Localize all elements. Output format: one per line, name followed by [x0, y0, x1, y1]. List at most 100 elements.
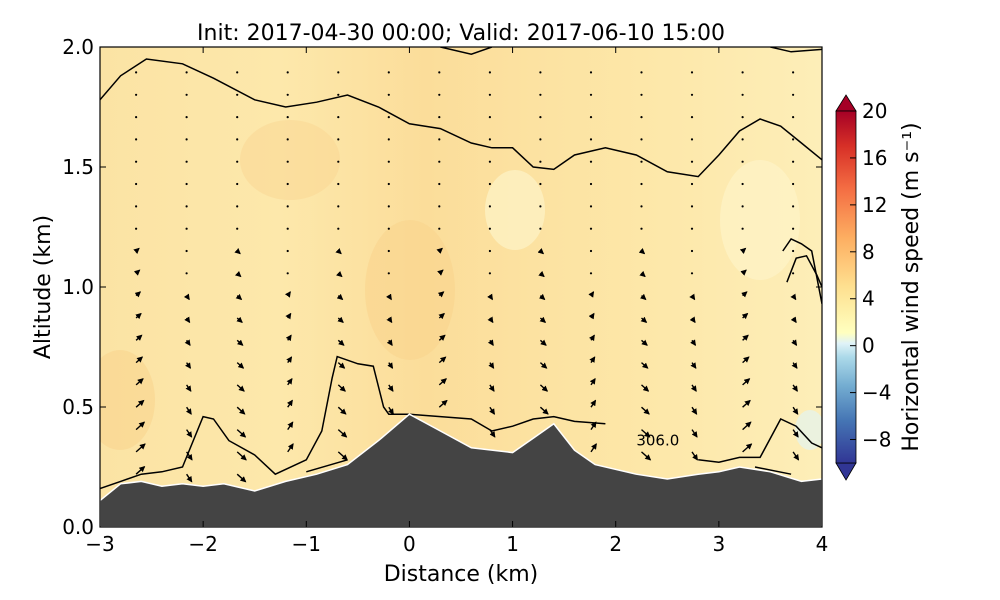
wind-vector	[336, 293, 344, 301]
wind-speed-maximum-region	[100, 350, 155, 450]
wind-vector	[640, 116, 643, 119]
wind-vector	[690, 384, 697, 392]
wind-vector	[387, 362, 394, 369]
wind-vector	[438, 356, 447, 364]
wind-vector	[337, 71, 340, 74]
wind-vector	[741, 291, 748, 298]
wind-vector	[741, 160, 744, 163]
wind-vector	[438, 160, 441, 163]
colorbar-tick-label: 8	[862, 240, 875, 264]
wind-vector	[488, 272, 491, 275]
x-tick-label: 1	[506, 532, 519, 556]
wind-vector	[387, 71, 390, 74]
colorbar-extend-min	[835, 462, 857, 481]
wind-vector	[488, 116, 491, 119]
wind-vector	[337, 160, 340, 163]
wind-vector	[135, 205, 138, 208]
wind-vector	[337, 339, 345, 346]
wind-vector	[286, 227, 289, 230]
wind-vector	[135, 443, 146, 453]
wind-speed-maximum-region	[240, 120, 340, 200]
x-tick-label: 3	[712, 532, 725, 556]
y-tick-label: 1.5	[62, 155, 94, 179]
wind-vector	[386, 339, 393, 347]
x-tick-label: 2	[609, 532, 622, 556]
wind-vector	[437, 269, 444, 276]
wind-vector	[742, 421, 752, 431]
wind-vector	[589, 272, 593, 275]
wind-speed-minimum-region	[720, 160, 800, 280]
wind-vector	[589, 227, 593, 230]
wind-vector	[690, 116, 694, 119]
wind-vector	[741, 205, 744, 208]
y-tick-label: 1.0	[62, 275, 94, 299]
wind-vector	[135, 160, 138, 163]
wind-vector	[337, 362, 346, 369]
wind-vector	[640, 160, 643, 163]
wind-vector	[387, 272, 390, 275]
wind-vector	[184, 339, 191, 347]
isentrope-line	[100, 355, 606, 490]
wind-vector	[792, 138, 795, 141]
wind-vector	[337, 384, 346, 392]
wind-vector	[186, 429, 193, 438]
wind-vector	[589, 71, 593, 74]
wind-vector	[489, 406, 495, 415]
x-tick-label: 4	[816, 532, 829, 556]
wind-vector	[133, 269, 141, 276]
wind-vector	[185, 384, 192, 392]
wind-vector	[741, 138, 744, 141]
wind-vector	[690, 93, 694, 96]
wind-vector	[589, 205, 593, 208]
wind-vector	[641, 406, 650, 415]
wind-vector	[185, 93, 188, 96]
wind-vector	[488, 249, 491, 253]
wind-vector	[589, 334, 595, 342]
wind-vector	[843, 71, 845, 73]
wind-vector	[387, 160, 390, 163]
plot-area: 306.0	[100, 47, 845, 527]
wind-vector	[537, 248, 545, 255]
wind-vector	[589, 93, 593, 96]
wind-vector	[640, 182, 643, 186]
wind-vector	[286, 138, 289, 141]
wind-vector	[387, 227, 390, 230]
wind-vector	[135, 334, 143, 341]
wind-vectors	[133, 71, 845, 483]
x-tick-label: −2	[188, 532, 217, 556]
wind-vector	[487, 316, 494, 324]
wind-vector	[234, 248, 241, 255]
wind-vector	[287, 421, 294, 430]
wind-vector	[690, 160, 694, 163]
wind-vector	[235, 293, 243, 301]
wind-vector	[236, 138, 239, 141]
wind-vector	[386, 293, 392, 301]
wind-vector	[438, 116, 441, 119]
wind-vector	[236, 362, 245, 369]
wind-vector	[690, 227, 694, 230]
wind-vector	[640, 93, 643, 96]
wind-vector	[286, 160, 289, 163]
wind-vector	[236, 316, 243, 323]
wind-vector	[236, 227, 239, 230]
x-axis-label: Distance (km)	[384, 562, 539, 587]
wind-vector	[539, 316, 547, 323]
wind-vector	[539, 227, 542, 230]
wind-vector	[792, 451, 800, 461]
wind-vector	[133, 247, 140, 254]
wind-vector	[488, 205, 491, 208]
wind-vector	[134, 291, 142, 298]
wind-vector	[337, 205, 340, 208]
wind-vector	[742, 443, 753, 453]
wind-vector	[691, 451, 698, 461]
colorbar: −8 −4 0 4 8 12 16 20 Horizontal wind speed (m s…	[835, 94, 924, 481]
wind-speed-maximum-region	[365, 220, 455, 360]
isentrope-line	[786, 254, 822, 288]
wind-vector	[135, 116, 138, 119]
wind-vector	[792, 116, 795, 119]
wind-vector	[641, 339, 648, 346]
wind-speed-minimum-region	[795, 410, 822, 450]
wind-vector	[236, 339, 244, 346]
wind-vector	[742, 356, 750, 364]
colorbar-label: Horizontal wind speed (m s⁻¹)	[899, 122, 924, 451]
